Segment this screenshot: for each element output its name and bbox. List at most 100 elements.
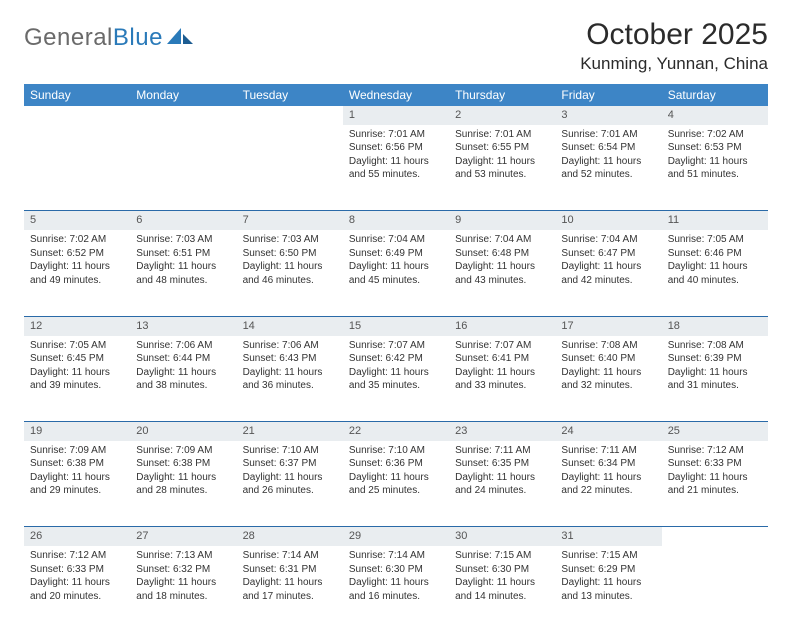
day-cell-body: Sunrise: 7:14 AMSunset: 6:31 PMDaylight:… <box>237 546 343 609</box>
day-number-cell: 11 <box>662 211 768 230</box>
day-cell: Sunrise: 7:01 AMSunset: 6:56 PMDaylight:… <box>343 125 449 211</box>
daylight-line: Daylight: 11 hours and 52 minutes. <box>561 155 655 182</box>
day-cell: Sunrise: 7:12 AMSunset: 6:33 PMDaylight:… <box>662 441 768 527</box>
day-cell: Sunrise: 7:10 AMSunset: 6:37 PMDaylight:… <box>237 441 343 527</box>
sunrise-line: Sunrise: 7:01 AM <box>349 128 443 142</box>
day-number-cell <box>130 106 236 125</box>
daylight-line: Daylight: 11 hours and 55 minutes. <box>349 155 443 182</box>
sunrise-line: Sunrise: 7:02 AM <box>668 128 762 142</box>
day-number-row: 12131415161718 <box>24 316 768 335</box>
daylight-line: Daylight: 11 hours and 21 minutes. <box>668 471 762 498</box>
logo-word2: Blue <box>113 24 163 51</box>
week-row: Sunrise: 7:12 AMSunset: 6:33 PMDaylight:… <box>24 546 768 632</box>
sunset-line: Sunset: 6:54 PM <box>561 141 655 155</box>
day-cell-body: Sunrise: 7:07 AMSunset: 6:42 PMDaylight:… <box>343 336 449 399</box>
day-number-cell: 20 <box>130 422 236 441</box>
page-title: October 2025 <box>580 18 768 52</box>
day-number-cell: 31 <box>555 527 661 546</box>
sunrise-line: Sunrise: 7:08 AM <box>561 339 655 353</box>
day-number-row: 567891011 <box>24 211 768 230</box>
daylight-line: Daylight: 11 hours and 48 minutes. <box>136 260 230 287</box>
daylight-line: Daylight: 11 hours and 13 minutes. <box>561 576 655 603</box>
sunset-line: Sunset: 6:41 PM <box>455 352 549 366</box>
day-cell-body: Sunrise: 7:04 AMSunset: 6:49 PMDaylight:… <box>343 230 449 293</box>
weekday-header: Monday <box>130 84 236 106</box>
day-cell-body: Sunrise: 7:09 AMSunset: 6:38 PMDaylight:… <box>24 441 130 504</box>
sunset-line: Sunset: 6:33 PM <box>668 457 762 471</box>
day-cell: Sunrise: 7:05 AMSunset: 6:46 PMDaylight:… <box>662 230 768 316</box>
sunset-line: Sunset: 6:48 PM <box>455 247 549 261</box>
day-number-cell: 2 <box>449 106 555 125</box>
day-cell-body: Sunrise: 7:11 AMSunset: 6:35 PMDaylight:… <box>449 441 555 504</box>
sunrise-line: Sunrise: 7:09 AM <box>136 444 230 458</box>
sunset-line: Sunset: 6:43 PM <box>243 352 337 366</box>
daylight-line: Daylight: 11 hours and 51 minutes. <box>668 155 762 182</box>
day-cell: Sunrise: 7:07 AMSunset: 6:42 PMDaylight:… <box>343 336 449 422</box>
daylight-line: Daylight: 11 hours and 16 minutes. <box>349 576 443 603</box>
day-cell: Sunrise: 7:11 AMSunset: 6:35 PMDaylight:… <box>449 441 555 527</box>
day-cell-body: Sunrise: 7:03 AMSunset: 6:51 PMDaylight:… <box>130 230 236 293</box>
day-number-cell <box>24 106 130 125</box>
day-cell: Sunrise: 7:08 AMSunset: 6:40 PMDaylight:… <box>555 336 661 422</box>
day-cell-body: Sunrise: 7:03 AMSunset: 6:50 PMDaylight:… <box>237 230 343 293</box>
day-cell-body: Sunrise: 7:12 AMSunset: 6:33 PMDaylight:… <box>24 546 130 609</box>
day-cell-body: Sunrise: 7:10 AMSunset: 6:37 PMDaylight:… <box>237 441 343 504</box>
sunrise-line: Sunrise: 7:07 AM <box>455 339 549 353</box>
daylight-line: Daylight: 11 hours and 29 minutes. <box>30 471 124 498</box>
sunrise-line: Sunrise: 7:01 AM <box>455 128 549 142</box>
day-number-cell: 10 <box>555 211 661 230</box>
sunrise-line: Sunrise: 7:15 AM <box>561 549 655 563</box>
day-cell-body: Sunrise: 7:10 AMSunset: 6:36 PMDaylight:… <box>343 441 449 504</box>
sunrise-line: Sunrise: 7:14 AM <box>243 549 337 563</box>
day-number-cell: 4 <box>662 106 768 125</box>
sunrise-line: Sunrise: 7:11 AM <box>455 444 549 458</box>
day-cell: Sunrise: 7:10 AMSunset: 6:36 PMDaylight:… <box>343 441 449 527</box>
sunset-line: Sunset: 6:49 PM <box>349 247 443 261</box>
day-number-cell: 23 <box>449 422 555 441</box>
sunset-line: Sunset: 6:36 PM <box>349 457 443 471</box>
day-cell: Sunrise: 7:15 AMSunset: 6:29 PMDaylight:… <box>555 546 661 632</box>
day-cell: Sunrise: 7:14 AMSunset: 6:30 PMDaylight:… <box>343 546 449 632</box>
day-cell-body: Sunrise: 7:02 AMSunset: 6:53 PMDaylight:… <box>662 125 768 188</box>
day-number-cell: 3 <box>555 106 661 125</box>
sunset-line: Sunset: 6:40 PM <box>561 352 655 366</box>
day-cell: Sunrise: 7:02 AMSunset: 6:53 PMDaylight:… <box>662 125 768 211</box>
day-cell-body: Sunrise: 7:14 AMSunset: 6:30 PMDaylight:… <box>343 546 449 609</box>
sunset-line: Sunset: 6:44 PM <box>136 352 230 366</box>
day-number-cell: 13 <box>130 316 236 335</box>
day-number-cell: 14 <box>237 316 343 335</box>
day-cell: Sunrise: 7:14 AMSunset: 6:31 PMDaylight:… <box>237 546 343 632</box>
sunset-line: Sunset: 6:37 PM <box>243 457 337 471</box>
sunset-line: Sunset: 6:32 PM <box>136 563 230 577</box>
day-cell: Sunrise: 7:13 AMSunset: 6:32 PMDaylight:… <box>130 546 236 632</box>
sunset-line: Sunset: 6:47 PM <box>561 247 655 261</box>
day-number-cell: 29 <box>343 527 449 546</box>
daylight-line: Daylight: 11 hours and 17 minutes. <box>243 576 337 603</box>
day-cell-body: Sunrise: 7:01 AMSunset: 6:56 PMDaylight:… <box>343 125 449 188</box>
sunrise-line: Sunrise: 7:10 AM <box>243 444 337 458</box>
sunset-line: Sunset: 6:53 PM <box>668 141 762 155</box>
day-cell: Sunrise: 7:03 AMSunset: 6:50 PMDaylight:… <box>237 230 343 316</box>
daylight-line: Daylight: 11 hours and 22 minutes. <box>561 471 655 498</box>
sunrise-line: Sunrise: 7:13 AM <box>136 549 230 563</box>
weekday-header: Wednesday <box>343 84 449 106</box>
weekday-header: Tuesday <box>237 84 343 106</box>
day-cell-body: Sunrise: 7:01 AMSunset: 6:55 PMDaylight:… <box>449 125 555 188</box>
weekday-header: Sunday <box>24 84 130 106</box>
day-cell: Sunrise: 7:03 AMSunset: 6:51 PMDaylight:… <box>130 230 236 316</box>
daylight-line: Daylight: 11 hours and 45 minutes. <box>349 260 443 287</box>
day-cell: Sunrise: 7:07 AMSunset: 6:41 PMDaylight:… <box>449 336 555 422</box>
calendar-table: SundayMondayTuesdayWednesdayThursdayFrid… <box>24 84 768 632</box>
logo: GeneralBlue <box>24 18 193 52</box>
sunset-line: Sunset: 6:30 PM <box>455 563 549 577</box>
day-number-cell: 5 <box>24 211 130 230</box>
day-cell-body: Sunrise: 7:06 AMSunset: 6:44 PMDaylight:… <box>130 336 236 399</box>
daylight-line: Daylight: 11 hours and 49 minutes. <box>30 260 124 287</box>
sunrise-line: Sunrise: 7:05 AM <box>668 233 762 247</box>
day-cell-body: Sunrise: 7:06 AMSunset: 6:43 PMDaylight:… <box>237 336 343 399</box>
sunrise-line: Sunrise: 7:08 AM <box>668 339 762 353</box>
sunset-line: Sunset: 6:56 PM <box>349 141 443 155</box>
day-cell-body: Sunrise: 7:09 AMSunset: 6:38 PMDaylight:… <box>130 441 236 504</box>
daylight-line: Daylight: 11 hours and 42 minutes. <box>561 260 655 287</box>
sunset-line: Sunset: 6:52 PM <box>30 247 124 261</box>
